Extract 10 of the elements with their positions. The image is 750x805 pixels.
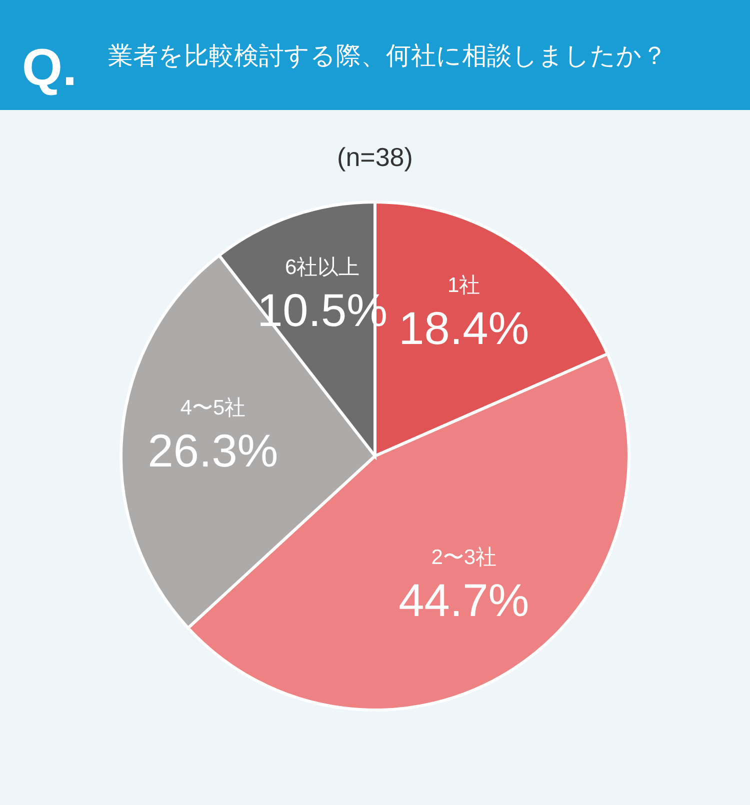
slice-label: 1社 bbox=[448, 274, 480, 297]
slice-label: 4〜5社 bbox=[180, 396, 246, 420]
chart-title: 業者を比較検討する際、何社に相談しましたか？ bbox=[108, 41, 667, 70]
data-label: 26.3% bbox=[148, 424, 278, 476]
data-label: 44.7% bbox=[398, 574, 530, 626]
slice-label: 2〜3社 bbox=[431, 546, 497, 570]
slice-label: 6社以上 bbox=[284, 256, 360, 280]
text: Q. bbox=[22, 39, 77, 97]
data-label: 18.4% bbox=[398, 302, 530, 354]
chart-subtitle: (n=38) bbox=[337, 142, 413, 172]
